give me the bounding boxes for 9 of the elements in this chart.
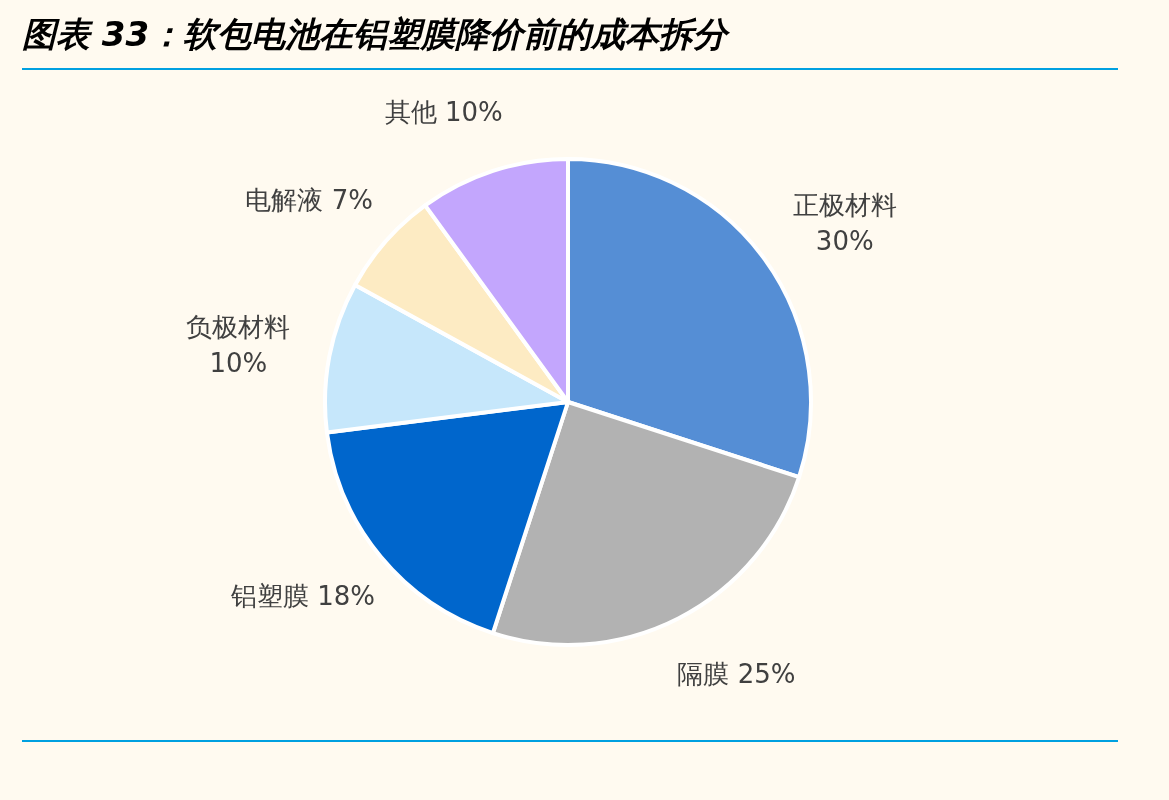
data-label: 30% (815, 225, 874, 256)
slice-label: 其他 10% (384, 96, 503, 127)
slice-label: 铝塑膜 18% (229, 581, 376, 612)
chart-title: 图表 33：软包电池在铝塑膜降价前的成本拆分 (22, 14, 732, 54)
slice-label: 负极材料 (186, 311, 291, 342)
slice-label: 正极材料 (792, 189, 897, 220)
slice-label: 电解液 7% (245, 185, 373, 216)
data-label: 10% (209, 347, 268, 378)
slice-label: 隔膜 25% (677, 658, 796, 689)
